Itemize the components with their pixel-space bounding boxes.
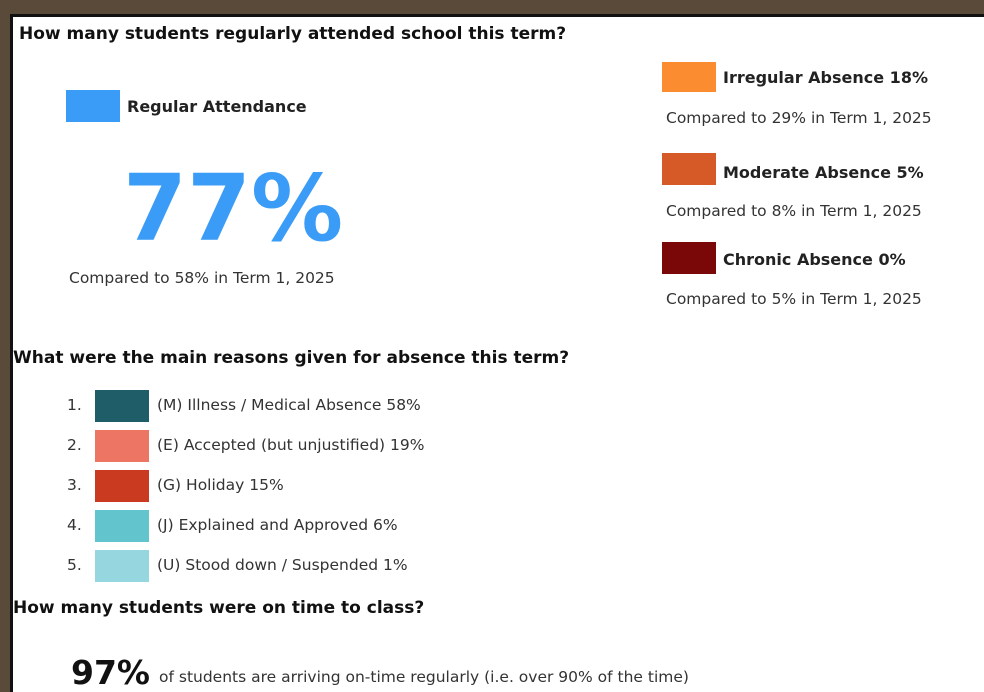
list-label: (M) Illness / Medical Absence 58% xyxy=(157,396,421,414)
comparison: Compared to 29% in Term 1, 2025 xyxy=(666,109,932,127)
swatch xyxy=(95,430,149,462)
list-label: (U) Stood down / Suspended 1% xyxy=(157,556,408,574)
swatch xyxy=(662,242,716,274)
list-number: 2. xyxy=(67,436,82,454)
swatch xyxy=(95,470,149,502)
comparison: Compared to 58% in Term 1, 2025 xyxy=(69,269,335,287)
swatch xyxy=(66,90,120,122)
legend-label: Moderate Absence 5% xyxy=(723,163,924,182)
list-label: (E) Accepted (but unjustified) 19% xyxy=(157,436,425,454)
list-number: 1. xyxy=(67,396,82,414)
legend-label: Regular Attendance xyxy=(127,97,307,116)
question: What were the main reasons given for abs… xyxy=(13,348,570,368)
swatch xyxy=(95,390,149,422)
list-number: 4. xyxy=(67,516,82,534)
list-number: 3. xyxy=(67,476,82,494)
question: How many students regularly attended sch… xyxy=(19,24,567,44)
on-time-value: 97% xyxy=(71,653,150,692)
report-panel: How many students regularly attended sch… xyxy=(10,14,984,692)
comparison: Compared to 8% in Term 1, 2025 xyxy=(666,202,922,220)
on-time-text: of students are arriving on-time regular… xyxy=(159,668,689,686)
swatch xyxy=(662,153,716,185)
list-label: (J) Explained and Approved 6% xyxy=(157,516,398,534)
legend-label: Irregular Absence 18% xyxy=(723,68,928,87)
question: How many students were on time to class? xyxy=(13,598,425,618)
legend-label: Chronic Absence 0% xyxy=(723,250,906,269)
swatch xyxy=(662,62,716,92)
swatch xyxy=(95,510,149,542)
swatch xyxy=(95,550,149,582)
comparison: Compared to 5% in Term 1, 2025 xyxy=(666,290,922,308)
big-value: 77% xyxy=(123,155,344,262)
list-number: 5. xyxy=(67,556,82,574)
list-label: (G) Holiday 15% xyxy=(157,476,284,494)
